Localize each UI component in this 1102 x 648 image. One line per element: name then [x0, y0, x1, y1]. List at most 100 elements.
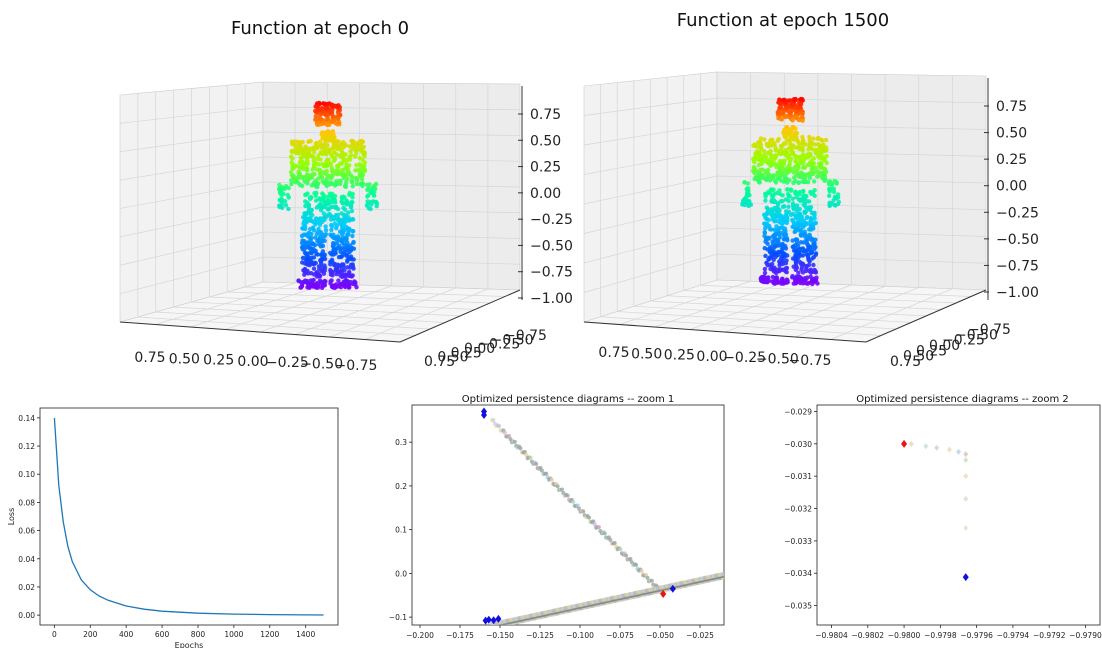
figure-point: [360, 146, 365, 152]
figure-point: [805, 180, 811, 185]
trajectory-point: [565, 493, 570, 498]
figure-point: [369, 202, 374, 207]
figure-point: [777, 267, 783, 272]
plot-area: [39, 407, 339, 626]
figure-point: [303, 192, 308, 197]
grid-line: [716, 227, 987, 237]
figure-point: [762, 266, 768, 272]
figure-point: [353, 280, 358, 285]
figure-point: [310, 278, 315, 284]
figure-point: [807, 199, 812, 204]
figure-point: [818, 163, 824, 168]
figure-point: [338, 161, 343, 166]
grid-line: [716, 149, 987, 157]
x-tick-label: −0.25: [266, 355, 309, 371]
figure-point: [804, 154, 809, 159]
trajectory-point: [608, 537, 613, 542]
figure-point: [782, 219, 787, 225]
figure-point: [348, 243, 353, 248]
y-tick-label: 0.04: [18, 555, 35, 564]
grid-line: [583, 201, 718, 234]
trajectory-point: [612, 541, 617, 546]
figure-point: [344, 253, 349, 258]
initial-point: [481, 411, 487, 420]
figure-point: [290, 150, 295, 155]
figure-point: [782, 176, 787, 182]
figure-point: [766, 257, 771, 262]
x-tick-label: 400: [119, 630, 134, 639]
figure-point: [351, 229, 356, 234]
figure-point: [322, 234, 327, 239]
y-tick-label: 0.12: [18, 442, 35, 451]
figure-point: [763, 277, 768, 283]
figure-point: [773, 148, 779, 153]
figure-point: [328, 205, 333, 210]
figure-point: [332, 215, 337, 220]
figure-point: [774, 237, 779, 242]
figure-point: [349, 208, 355, 214]
grid-line: [583, 253, 718, 293]
figure-point: [351, 239, 356, 245]
figure-point: [319, 150, 324, 155]
figure-point: [321, 163, 326, 169]
y-tick-label: 0.1: [395, 526, 407, 535]
figure-point: [807, 138, 812, 143]
figure-point: [277, 204, 282, 210]
figure-point: [301, 268, 306, 273]
figure-point: [334, 226, 339, 231]
x-tick-label: 0.00: [696, 349, 727, 365]
trajectory-point: [522, 449, 527, 454]
figure-point: [292, 177, 297, 182]
trajectory-point: [624, 553, 629, 558]
figure-point: [808, 171, 813, 176]
figure-point: [304, 244, 310, 250]
figure-point: [313, 109, 319, 114]
figure-point: [342, 242, 347, 248]
initial-point: [669, 584, 676, 593]
figure-point: [306, 231, 311, 236]
figure-point: [315, 217, 321, 222]
x-tick-label: −0.9790: [1069, 631, 1102, 640]
figure-point: [349, 173, 354, 178]
trajectory-point: [934, 444, 940, 451]
figure-point: [345, 166, 350, 172]
figure-point: [324, 172, 329, 177]
trajectory-point: [634, 562, 639, 567]
x-tick-label: 0.75: [134, 350, 165, 366]
figure-point: [329, 227, 334, 233]
figure-point: [310, 212, 315, 218]
figure-point: [773, 153, 778, 158]
figure-point: [813, 165, 819, 170]
figure-point: [332, 285, 337, 290]
figure-point: [793, 153, 798, 158]
figure-point: [333, 266, 339, 271]
figure-point: [309, 218, 315, 224]
figure-point: [801, 198, 806, 204]
figure-point: [319, 259, 324, 264]
x-axis-label: Epochs: [175, 641, 204, 648]
points-layer: [481, 407, 724, 625]
figure-point: [308, 195, 314, 201]
trajectory-point: [528, 455, 533, 460]
figure-point: [783, 134, 788, 140]
y-tick-label: 0.75: [890, 354, 921, 370]
trajectory-point: [555, 484, 560, 489]
figure-point: [346, 210, 351, 215]
y-axis-line: [865, 289, 987, 343]
figure-point: [783, 266, 789, 271]
trajectory-point: [559, 487, 564, 492]
figure-point: [821, 142, 826, 147]
figure-point: [762, 137, 767, 142]
figure-point: [317, 197, 322, 202]
y-tick-label: −0.031: [784, 472, 812, 481]
figure-point: [781, 160, 786, 165]
figure-point: [804, 173, 809, 178]
figure-point: [783, 232, 788, 237]
figure-point: [760, 167, 765, 172]
figure-point: [365, 193, 371, 198]
x-tick-label: 0.25: [203, 353, 234, 369]
figure-point: [771, 257, 776, 262]
grid-line: [364, 288, 489, 340]
figure-point: [335, 234, 341, 239]
